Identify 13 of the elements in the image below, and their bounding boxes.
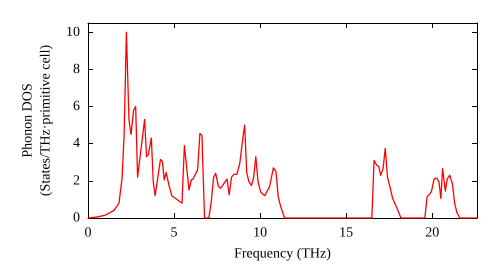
x-tick-label: 0: [84, 226, 92, 240]
x-tick-label: 5: [170, 226, 178, 240]
y-tick-label: 8: [73, 62, 80, 77]
x-tick-label: 15: [339, 226, 354, 240]
y-tick-label: 4: [73, 136, 80, 152]
y-tick-label: 10: [66, 24, 80, 40]
y-tick-label: 2: [73, 173, 80, 188]
x-axis-title: Frequency (THz): [234, 246, 332, 262]
y-tick-label: 6: [73, 99, 80, 114]
x-tick-label: 20: [425, 226, 440, 240]
y-axis-title: Phonon DOS (States/THz·primitive cell): [20, 44, 54, 196]
x-tick-label: 10: [253, 226, 268, 240]
y-tick-label: 0: [73, 210, 80, 226]
